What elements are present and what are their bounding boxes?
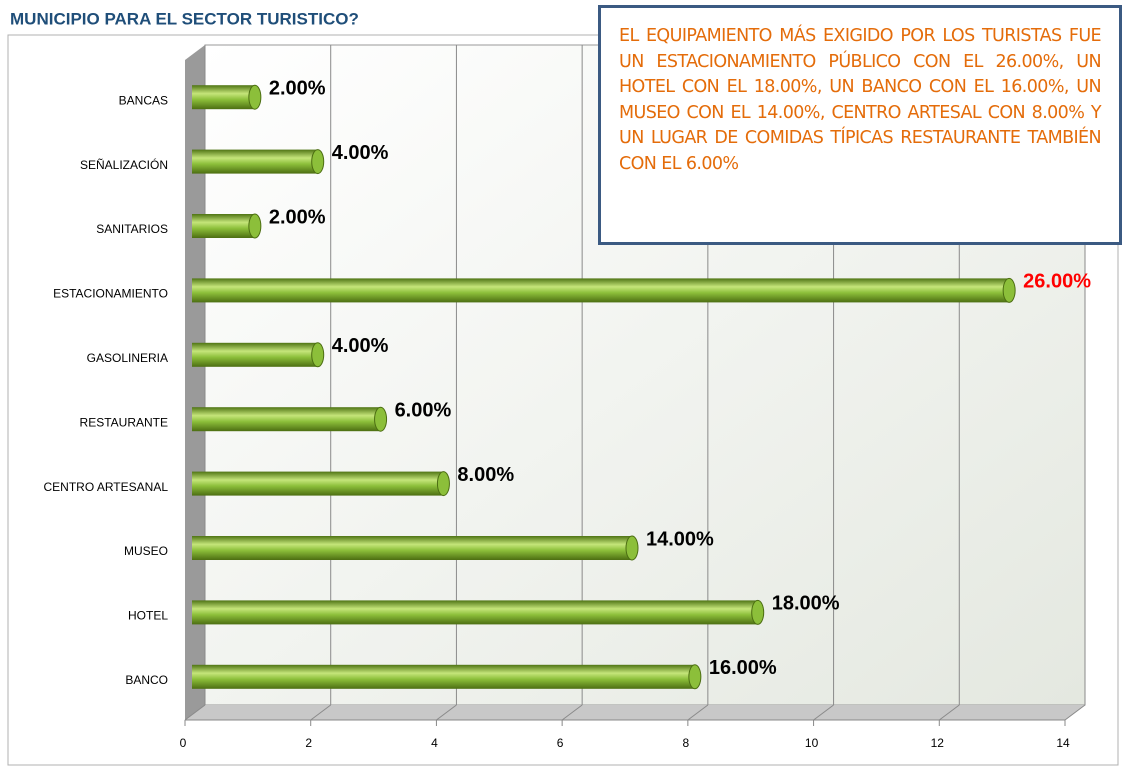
bar xyxy=(192,471,444,496)
x-tick-label: 12 xyxy=(931,736,945,750)
x-tick-label: 14 xyxy=(1056,736,1070,750)
bar xyxy=(192,278,1010,303)
y-tick-label: GASOLINERIA xyxy=(87,351,168,365)
y-tick-label: HOTEL xyxy=(128,609,168,623)
y-tick-label: BANCO xyxy=(125,673,168,687)
x-tick-label: 8 xyxy=(683,736,690,750)
bar-cap xyxy=(374,406,388,432)
x-tick-label: 2 xyxy=(305,736,312,750)
chart-title: MUNICIPIO PARA EL SECTOR TURISTICO? xyxy=(10,9,359,28)
bar-cap xyxy=(1002,277,1016,303)
bar-cap xyxy=(311,342,325,368)
grid-line xyxy=(938,704,960,721)
x-tick-label: 4 xyxy=(431,736,438,750)
bar xyxy=(192,342,318,367)
floor xyxy=(185,705,1085,720)
bar xyxy=(192,536,632,560)
y-tick-label: MUSEO xyxy=(124,544,168,558)
grid-line xyxy=(813,704,834,721)
value-label: 26.00% xyxy=(1023,271,1091,293)
x-tick-label: 0 xyxy=(180,736,187,750)
grid-line xyxy=(561,704,583,721)
value-label: 6.00% xyxy=(395,399,452,421)
grid-line xyxy=(184,704,206,721)
value-label: 14.00% xyxy=(646,528,714,550)
bar-cap xyxy=(625,535,639,561)
annotation: EL EQUIPAMIENTO MÁS EXIGIDO POR LOS TURI… xyxy=(598,5,1122,245)
grid-line xyxy=(1064,704,1086,721)
bar xyxy=(192,407,381,432)
y-tick-label: ESTACIONAMIENTO xyxy=(53,287,168,301)
x-tick-label: 10 xyxy=(805,736,819,750)
y-tick-label: SANITARIOS xyxy=(96,222,168,236)
value-label: 18.00% xyxy=(772,593,840,615)
bar xyxy=(192,600,758,625)
y-tick-label: SEÑALIZACIÓN xyxy=(80,157,168,172)
bar xyxy=(192,664,695,689)
grid-line xyxy=(436,704,457,721)
chart-frame xyxy=(7,34,1119,766)
value-label: 4.00% xyxy=(332,142,389,164)
bar-cap xyxy=(311,149,325,175)
y-tick-label: BANCAS xyxy=(119,93,168,107)
bar xyxy=(192,214,255,238)
y-tick-label: CENTRO ARTESANAL xyxy=(44,480,169,494)
bar xyxy=(192,85,255,110)
bar-cap xyxy=(688,664,702,690)
grid-line xyxy=(310,704,332,721)
value-label: 16.00% xyxy=(709,657,777,679)
bar xyxy=(192,149,318,174)
value-label: 8.00% xyxy=(457,464,514,486)
bar-cap xyxy=(751,599,765,625)
bar-cap xyxy=(436,471,450,497)
bar-cap xyxy=(248,213,262,239)
x-tick-label: 6 xyxy=(557,736,564,750)
value-label: 2.00% xyxy=(269,206,326,228)
bar-cap xyxy=(248,84,262,110)
value-label: 2.00% xyxy=(269,77,326,99)
grid-line xyxy=(687,704,709,721)
value-label: 4.00% xyxy=(332,335,389,357)
y-tick-label: RESTAURANTE xyxy=(80,415,168,429)
